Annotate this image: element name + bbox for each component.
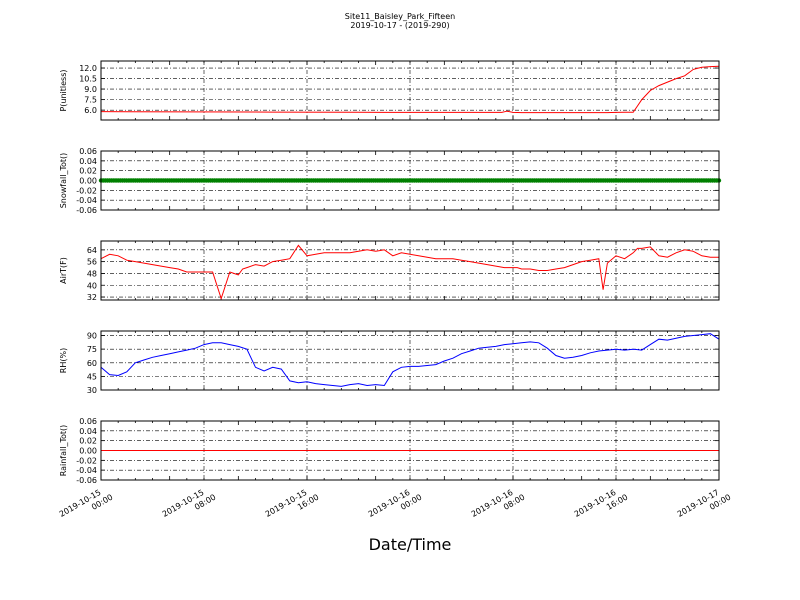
y-tick-label: -0.02 [76, 456, 97, 465]
y-tick-label: 90 [87, 332, 97, 341]
y-tick-label: 32 [87, 293, 97, 302]
y-tick-label: 0.00 [79, 447, 97, 456]
y-tick-label: 40 [87, 281, 97, 290]
y-tick-label: 10.5 [79, 75, 97, 84]
plot-frame [100, 240, 720, 301]
series-line [100, 333, 720, 387]
y-tick-label: 0.06 [79, 417, 97, 426]
figure-title-line1: Site11_Baisley_Park_Fifteen [345, 12, 455, 21]
plot-frame [100, 60, 720, 121]
y-tick-label: 0.04 [79, 427, 97, 436]
y-tick-label: -0.06 [76, 206, 97, 215]
plot-frame [100, 420, 720, 481]
panel-0: 6.07.5 9.010.5 12.0 P(unitless) [59, 60, 720, 121]
panel-2: 32 40 48 56 64 AirT(F) [59, 240, 720, 302]
series-line [100, 65, 720, 114]
y-tick-label: 6.0 [84, 106, 97, 115]
y-tick-label: -0.04 [76, 196, 97, 205]
y-tick-label: 12.0 [79, 64, 97, 73]
y-tick-label: 56 [87, 258, 97, 267]
y-tick-label: 7.5 [84, 96, 97, 105]
y-tick-label: 0.02 [79, 167, 97, 176]
y-tick-label: 75 [87, 345, 97, 354]
y-tick-label: 48 [87, 269, 97, 278]
plot-frame [100, 330, 720, 391]
y-axis-label: P(unitless) [59, 69, 68, 111]
y-axis-label: AirT(F) [59, 257, 68, 284]
x-axis-label: Date/Time [369, 535, 452, 554]
y-tick-label: 30 [87, 386, 97, 395]
y-axis-label: Snowfall_Tot() [59, 153, 68, 209]
y-tick-label: -0.02 [76, 186, 97, 195]
y-tick-label: 60 [87, 359, 97, 368]
y-tick-label: 0.02 [79, 437, 97, 446]
y-tick-label: 0.00 [79, 177, 97, 186]
y-tick-label: 45 [87, 372, 97, 381]
y-tick-label: 0.06 [79, 147, 97, 156]
y-axis-label: RH(%) [59, 348, 68, 373]
figure-title-line2: 2019-10-17 - (2019-290) [350, 21, 449, 30]
series-line [100, 244, 719, 301]
panels: 6.07.59.010.512.0P(unitless)-0.06-0.04-0… [59, 60, 722, 485]
y-tick-label: 0.04 [79, 157, 97, 166]
panel-3: 30 45 60 75 90 RH(%) [59, 330, 720, 395]
y-tick-label: 9.0 [84, 85, 97, 94]
panel-1: -0.06-0.04-0.020.000.020.040.06 Snowfall_… [59, 147, 722, 215]
y-tick-label: 64 [87, 246, 97, 255]
plot-frame [100, 150, 720, 211]
panel-4: -0.06-0.04-0.020.000.020.040.06 Rainfall_… [59, 417, 720, 485]
y-axis-label: Rainfall_Tot() [59, 425, 68, 477]
y-tick-label: -0.06 [76, 476, 97, 485]
y-tick-label: -0.04 [76, 466, 97, 475]
